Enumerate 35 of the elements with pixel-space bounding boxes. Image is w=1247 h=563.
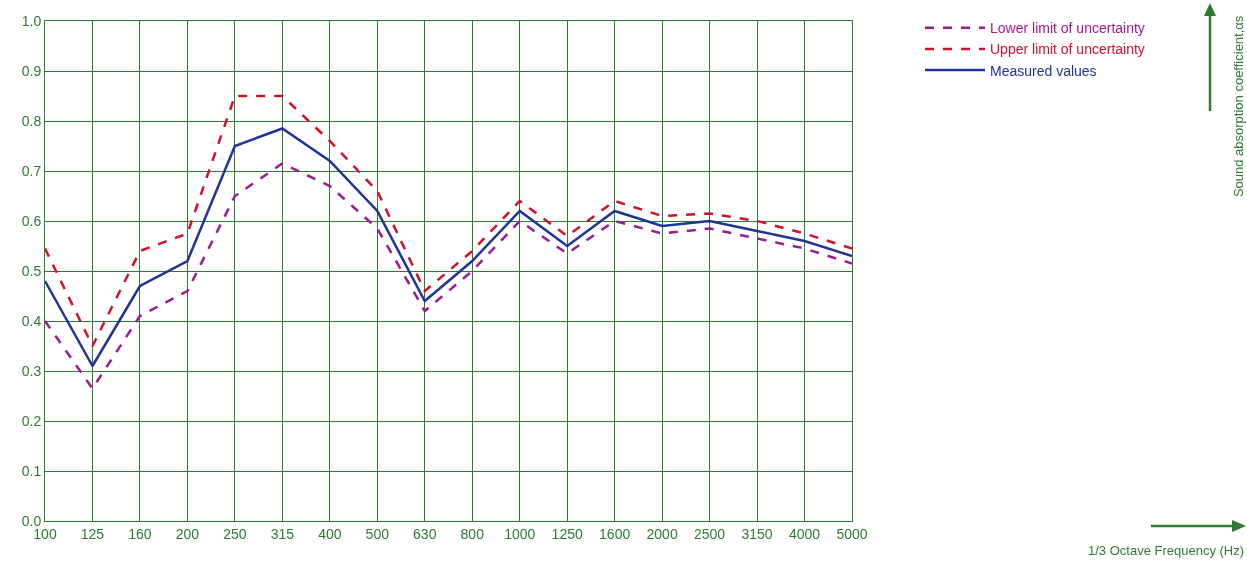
x-tick-label: 5000 — [836, 525, 868, 542]
line-series — [45, 162, 852, 390]
x-tick-label: 400 — [318, 525, 342, 542]
y-tick-label: 0.6 — [21, 212, 42, 229]
legend-label: Lower limit of uncertainty — [990, 20, 1145, 37]
x-tick-label: 2000 — [646, 525, 678, 542]
y-tick-label: 0.4 — [21, 312, 42, 329]
x-tick-label: 630 — [413, 525, 437, 542]
x-tick-label: 250 — [223, 525, 247, 542]
x-tick-label: 1600 — [599, 525, 631, 542]
x-tick-label: 125 — [80, 525, 105, 542]
x-tick-label: 3150 — [741, 525, 773, 542]
y-tick-label: 1.0 — [21, 12, 42, 29]
line-series — [45, 94, 852, 348]
line-series — [45, 127, 852, 368]
x-tick-label: 160 — [128, 525, 152, 542]
y-tick-label: 0.7 — [21, 162, 42, 179]
x-tick-label: 1250 — [551, 525, 583, 542]
y-tick-label: 0.8 — [21, 112, 42, 129]
text: 1/3 Octave Frequency (Hz) — [1088, 543, 1245, 558]
y-tick-label: 0.3 — [21, 362, 42, 379]
text: Sound absorption coefficient,αs — [1230, 15, 1246, 198]
y-tick-label: 0.9 — [21, 62, 42, 79]
y-tick-label: 0.2 — [21, 412, 42, 429]
x-tick-label: 800 — [460, 525, 485, 542]
x-tick-label: 1000 — [504, 525, 536, 542]
y-tick-label: 0.5 — [21, 262, 42, 279]
x-tick-label: 4000 — [788, 525, 821, 542]
x-tick-label: 200 — [175, 525, 200, 542]
legend-label: Measured values — [990, 62, 1097, 79]
x-tick-label: 2500 — [694, 525, 726, 542]
x-tick-label: 315 — [270, 525, 295, 542]
legend-label: Upper limit of uncertainty — [990, 41, 1145, 58]
y-tick-label: 0.1 — [21, 462, 42, 479]
x-tick-label: 500 — [365, 525, 390, 542]
